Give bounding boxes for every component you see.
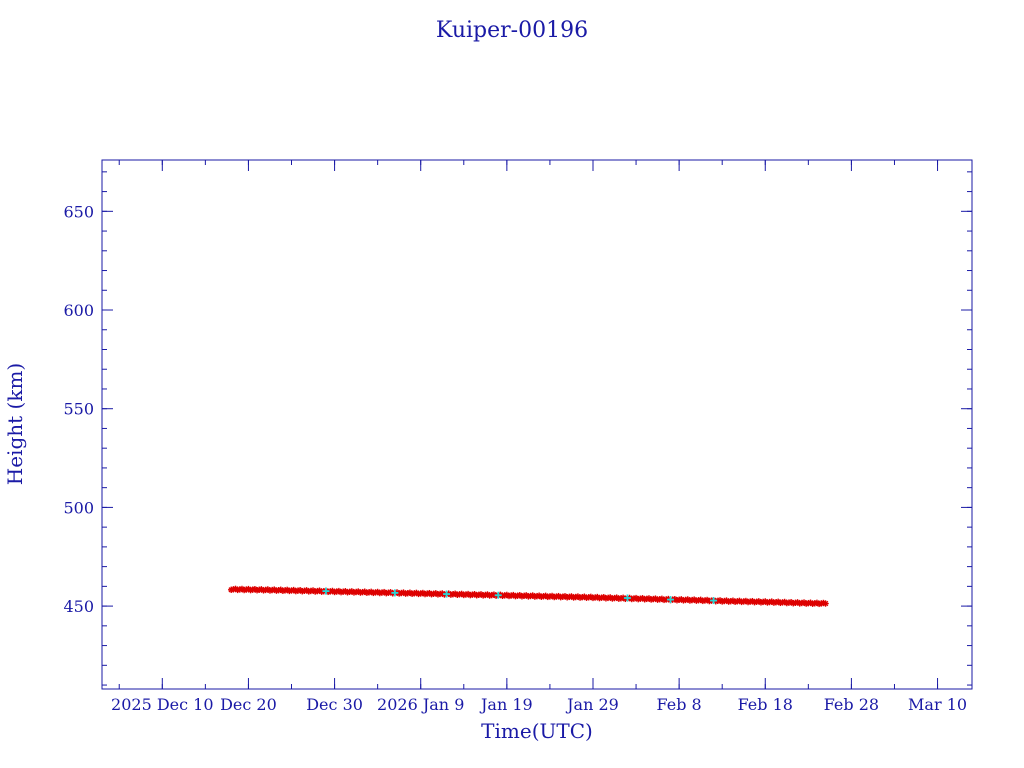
- data-point: [623, 594, 631, 602]
- x-tick-label: 2025 Dec 10: [111, 695, 214, 714]
- x-tick-label: Jan 19: [479, 695, 533, 714]
- x-tick-label: Mar 10: [908, 695, 967, 714]
- x-tick-labels: 2025 Dec 10 Dec 20 Dec 30 2026 Jan 9 Jan 19 J…: [111, 695, 967, 714]
- data-points: [228, 585, 829, 608]
- y-tick-labels: 450 500 550 600 650: [63, 202, 94, 616]
- x-tick-label: Feb 8: [657, 695, 702, 714]
- data-point: [667, 596, 675, 604]
- x-axis-label: Time(UTC): [481, 719, 593, 743]
- data-point: [391, 589, 399, 597]
- y-tick-label: 550: [63, 400, 94, 419]
- data-point: [322, 587, 330, 595]
- x-tick-label: Feb 18: [738, 695, 793, 714]
- y-tick-label: 650: [63, 202, 94, 221]
- x-tick-label: Feb 28: [824, 695, 879, 714]
- x-tick-label: Jan 29: [565, 695, 619, 714]
- y-tick-label: 600: [63, 301, 94, 320]
- chart-title: Kuiper-00196: [436, 18, 588, 43]
- data-point: [822, 600, 829, 607]
- data-point: [494, 591, 502, 599]
- y-tick-label: 500: [63, 498, 94, 517]
- axis-ticks: [102, 160, 972, 689]
- plot-frame: [101, 159, 973, 690]
- x-tick-label: Dec 30: [306, 695, 363, 714]
- x-tick-label: 2026 Jan 9: [377, 695, 464, 714]
- x-tick-label: Dec 20: [220, 695, 277, 714]
- y-tick-label: 450: [63, 597, 94, 616]
- data-point: [710, 597, 718, 605]
- data-point: [443, 590, 451, 598]
- y-axis-label: Height (km): [3, 363, 27, 485]
